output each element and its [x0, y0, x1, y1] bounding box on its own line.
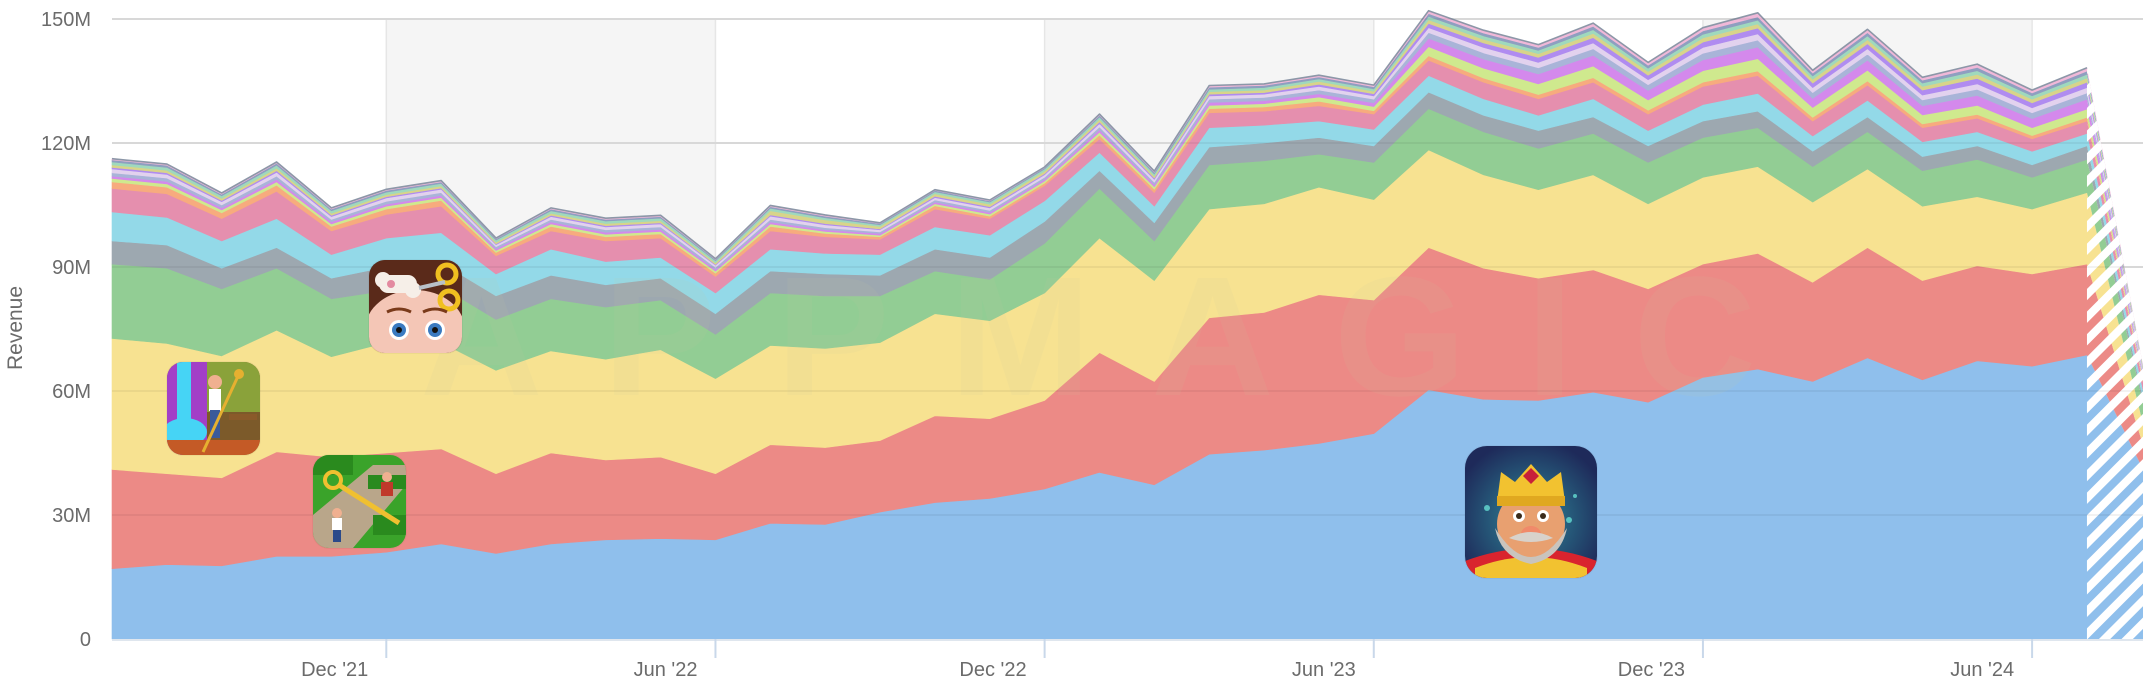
x-tick-label: Dec '21	[301, 659, 368, 681]
y-tick-label: 90M	[52, 257, 91, 279]
y-tick-label: 120M	[41, 133, 91, 155]
y-tick-label: 30M	[52, 505, 91, 527]
x-tick-label: Jun '24	[1950, 659, 2014, 681]
y-tick-label: 60M	[52, 381, 91, 403]
x-tick-label: Dec '23	[1618, 659, 1685, 681]
y-gridlines-overlay	[112, 18, 2143, 516]
x-tick-label: Jun '23	[1292, 659, 1356, 681]
x-tick-label: Jun '22	[634, 659, 698, 681]
x-axis-ticks: Dec '21 Jun '22 Dec '22 Jun '23 Dec '23 Jun '…	[112, 639, 2143, 681]
watermark: APPMAGIC	[420, 242, 1816, 432]
homescapes-app-icon[interactable]	[167, 362, 260, 455]
hatch-pattern	[2086, 67, 2143, 640]
x-tick-label: Dec '22	[959, 659, 1026, 681]
y-tick-label: 0	[80, 629, 91, 651]
total-line	[111, 9, 2088, 260]
gardenscapes-app-icon[interactable]	[313, 455, 406, 548]
y-tick-label: 150M	[41, 9, 91, 31]
makeover-app-icon[interactable]	[369, 260, 462, 353]
y-axis-ticks: 0 30M 60M 90M 120M 150M	[41, 9, 91, 651]
partial-period-hatch	[2086, 67, 2143, 640]
royal-match-king-icon[interactable]	[1465, 446, 1597, 578]
y-axis-title: Revenue	[4, 286, 27, 370]
